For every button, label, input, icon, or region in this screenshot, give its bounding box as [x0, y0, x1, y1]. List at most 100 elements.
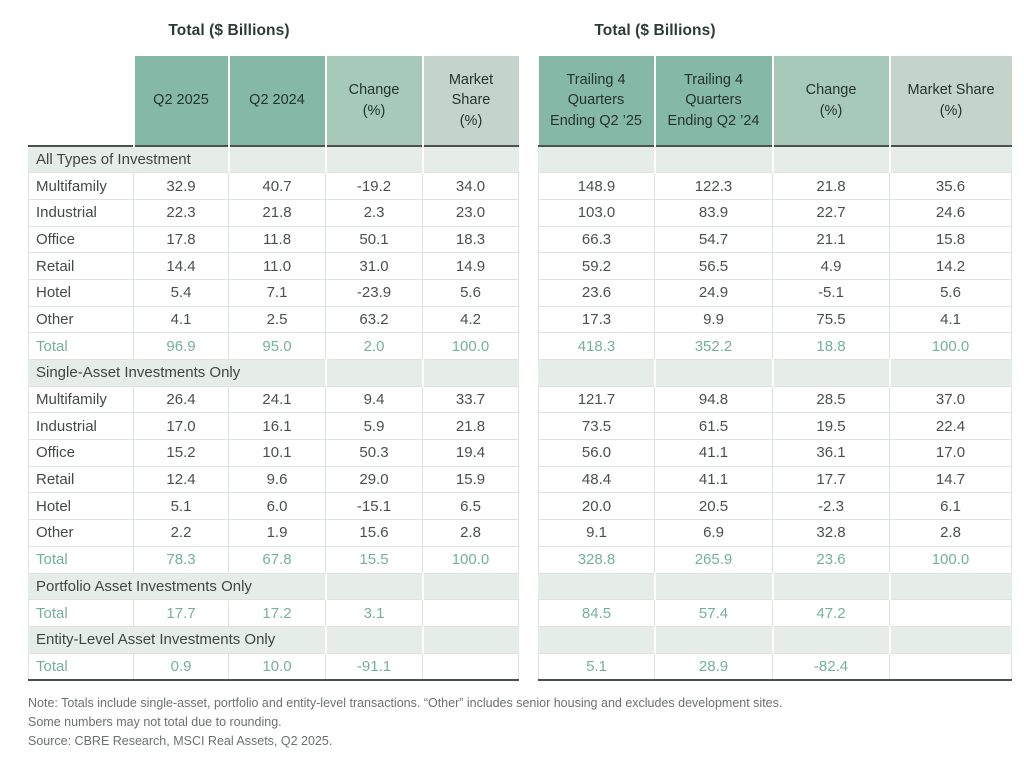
row-label: Office [28, 439, 134, 467]
row-label: Office [28, 225, 134, 254]
value-cell: 57.4 [654, 599, 773, 627]
table-row: 66.3 54.7 21.1 15.8 [538, 225, 1012, 254]
row-label: Total [28, 652, 134, 681]
value-cell [422, 652, 519, 681]
value-cell: 21.8 [228, 198, 326, 227]
value-cell: 14.9 [422, 252, 519, 280]
value-cell: 15.9 [422, 465, 519, 494]
footnote-line: Some numbers may not total due to roundi… [28, 714, 282, 729]
value-cell: 2.2 [133, 519, 229, 547]
value-cell: 3.1 [325, 599, 423, 627]
section-header-cell [653, 145, 773, 174]
row-label: Hotel [28, 278, 134, 307]
value-cell: 24.9 [654, 278, 773, 307]
value-cell: 61.5 [654, 412, 773, 441]
section-label: Portfolio Asset Investments Only [28, 572, 326, 601]
value-cell: 56.5 [654, 252, 773, 280]
value-cell: 17.7 [133, 599, 229, 627]
value-cell: 17.0 [889, 439, 1012, 467]
value-cell: 78.3 [133, 545, 229, 574]
quarterly-table-header: Q2 2025 Q2 2024 Change (%) Market Share … [28, 56, 519, 146]
table-row: Hotel 5.1 6.0 -15.1 6.5 [28, 492, 519, 521]
footnote-line: Note: Totals include single-asset, portf… [28, 695, 783, 710]
row-label: Multifamily [28, 172, 134, 200]
value-cell: 2.5 [228, 305, 326, 334]
value-cell: 103.0 [538, 198, 655, 227]
value-cell: 16.1 [228, 412, 326, 441]
col-header-q2-2025: Q2 2025 [132, 56, 229, 146]
section-header-cell [421, 625, 519, 654]
value-cell: 54.7 [654, 225, 773, 254]
row-label: Total [28, 332, 134, 360]
value-cell: 84.5 [538, 599, 655, 627]
row-label: Total [28, 545, 134, 574]
value-cell: 15.2 [133, 439, 229, 467]
value-cell: 17.8 [133, 225, 229, 254]
value-cell: 29.0 [325, 465, 423, 494]
value-cell: -23.9 [325, 278, 423, 307]
value-cell: 73.5 [538, 412, 655, 441]
value-cell: 95.0 [228, 332, 326, 360]
section-header-row: Portfolio Asset Investments Only [28, 572, 519, 601]
value-cell: 50.3 [325, 439, 423, 467]
table-row: 56.0 41.1 36.1 17.0 [538, 439, 1012, 467]
table-row: Multifamily 26.4 24.1 9.4 33.7 [28, 385, 519, 414]
section-header-cell [888, 359, 1012, 387]
value-cell: 40.7 [228, 172, 326, 200]
footnote-line: Source: CBRE Research, MSCI Real Assets,… [28, 733, 333, 748]
row-label: Multifamily [28, 385, 134, 414]
table-row: Retail 12.4 9.6 29.0 15.9 [28, 465, 519, 494]
value-cell: 32.8 [772, 519, 890, 547]
value-cell: 24.6 [889, 198, 1012, 227]
value-cell: 23.0 [422, 198, 519, 227]
section-header-cell [421, 572, 519, 601]
row-label: Other [28, 305, 134, 334]
value-cell: 15.6 [325, 519, 423, 547]
section-header-row: Entity-Level Asset Investments Only [28, 625, 519, 654]
table-row: Other 2.2 1.9 15.6 2.8 [28, 519, 519, 547]
value-cell: 6.1 [889, 492, 1012, 521]
value-cell: 17.0 [133, 412, 229, 441]
total-row: 5.1 28.9 -82.4 [538, 652, 1012, 681]
section-header-cell [888, 625, 1012, 654]
tables-container: Total ($ Billions) Q2 2025 Q2 2024 Chang… [28, 22, 1012, 681]
value-cell: 19.4 [422, 439, 519, 467]
section-header-cell [538, 145, 655, 174]
value-cell: 19.5 [772, 412, 890, 441]
value-cell: -5.1 [772, 278, 890, 307]
value-cell: 100.0 [422, 332, 519, 360]
value-cell: 2.8 [889, 519, 1012, 547]
value-cell: 14.2 [889, 252, 1012, 280]
section-header-cell [653, 572, 773, 601]
value-cell: 9.4 [325, 385, 423, 414]
value-cell: 122.3 [654, 172, 773, 200]
value-cell: 66.3 [538, 225, 655, 254]
value-cell: 48.4 [538, 465, 655, 494]
value-cell: 20.5 [654, 492, 773, 521]
section-header-row [538, 625, 1012, 654]
table-row: 103.0 83.9 22.7 24.6 [538, 198, 1012, 227]
value-cell: 75.5 [772, 305, 890, 334]
value-cell: -91.1 [325, 652, 423, 681]
col-header-market-share: Market Share (%) [888, 56, 1012, 146]
value-cell: 18.8 [772, 332, 890, 360]
value-cell: 41.1 [654, 439, 773, 467]
table-row: Retail 14.4 11.0 31.0 14.9 [28, 252, 519, 280]
total-row: 418.3 352.2 18.8 100.0 [538, 332, 1012, 360]
section-label: All Types of Investment [28, 145, 229, 174]
value-cell: 4.2 [422, 305, 519, 334]
section-header-cell [324, 145, 423, 174]
col-header-change: Change (%) [324, 56, 423, 146]
value-cell: 11.8 [228, 225, 326, 254]
value-cell: 10.1 [228, 439, 326, 467]
quarterly-table-wrap: Total ($ Billions) Q2 2025 Q2 2024 Chang… [28, 22, 519, 681]
value-cell: 1.9 [228, 519, 326, 547]
value-cell: 6.5 [422, 492, 519, 521]
section-header-cell [324, 625, 423, 654]
table-row: Multifamily 32.9 40.7 -19.2 34.0 [28, 172, 519, 200]
table-row: 9.1 6.9 32.8 2.8 [538, 519, 1012, 547]
value-cell: 100.0 [889, 545, 1012, 574]
value-cell: 33.7 [422, 385, 519, 414]
quarterly-table-body: All Types of Investment Multifamily 32.9 40… [28, 145, 519, 681]
section-label: Entity-Level Asset Investments Only [28, 625, 326, 654]
